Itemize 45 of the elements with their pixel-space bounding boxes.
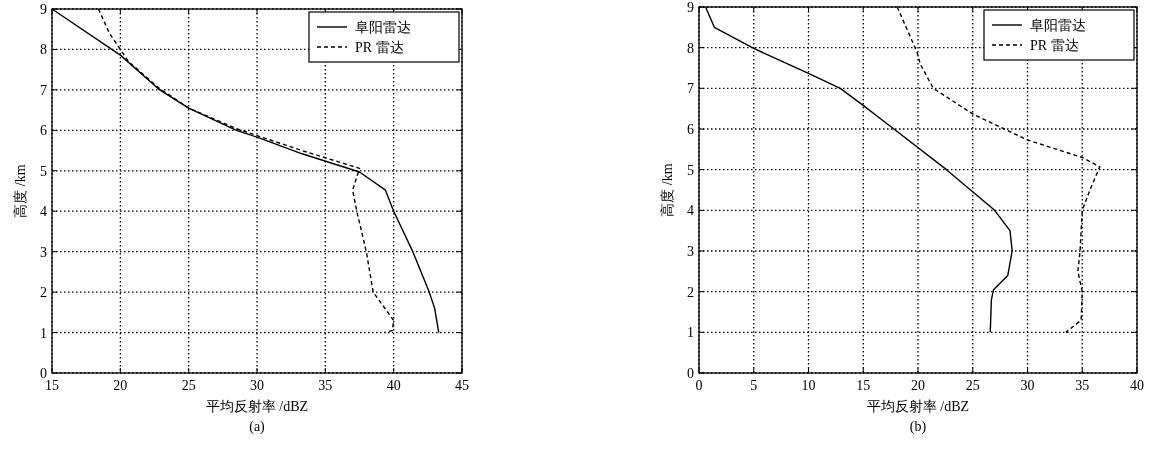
legend-label: 阜阳雷达 — [355, 20, 411, 35]
x-tick-label: 10 — [801, 378, 816, 393]
y-tick-label: 1 — [687, 325, 694, 341]
y-tick-label: 6 — [40, 123, 47, 139]
text: (a) — [249, 419, 266, 435]
x-tick-label: 35 — [318, 378, 333, 393]
y-tick-label: 3 — [40, 244, 47, 260]
y-tick-label: 5 — [40, 163, 47, 179]
x-axis-title: 平均反射率 /dBZ — [205, 399, 309, 414]
y-tick-label: 6 — [687, 122, 694, 137]
y-tick-label: 2 — [687, 284, 694, 300]
x-tick-label: 5 — [750, 378, 758, 393]
x-tick-label: 30 — [250, 378, 264, 393]
x-tick-label: 20 — [911, 378, 925, 393]
y-tick-label: 5 — [687, 162, 694, 178]
y-tick-label: 0 — [40, 366, 47, 381]
y-axis-title: 高度 /km — [13, 164, 28, 218]
x-tick-label: 25 — [965, 378, 980, 393]
legend-label: PR 雷达 — [355, 40, 404, 55]
legend-label: 阜阳雷达 — [1030, 18, 1086, 33]
x-tick-label: 20 — [113, 378, 128, 393]
y-tick-label: 8 — [40, 42, 47, 58]
x-tick-label: 40 — [386, 378, 401, 393]
y-tick-label: 8 — [687, 40, 694, 56]
text: (b) — [909, 419, 927, 435]
x-tick-label: 40 — [1130, 378, 1144, 393]
x-tick-label: 35 — [1075, 378, 1090, 393]
legend-label: PR 雷达 — [1030, 38, 1079, 53]
x-tick-label: 15 — [45, 378, 59, 393]
y-tick-label: 4 — [40, 204, 47, 220]
y-tick-label: 9 — [40, 2, 47, 17]
y-tick-label: 4 — [687, 203, 694, 219]
x-tick-label: 45 — [455, 378, 469, 393]
y-axis-title: 高度 /km — [660, 163, 675, 217]
y-tick-label: 7 — [40, 82, 47, 98]
y-tick-label: 7 — [687, 81, 694, 97]
y-tick-label: 3 — [687, 244, 694, 259]
x-axis-title: 平均反射率 /dBZ — [866, 399, 970, 414]
y-tick-label: 1 — [40, 325, 47, 341]
y-tick-label: 0 — [687, 366, 694, 381]
x-tick-label: 15 — [856, 378, 871, 393]
y-tick-label: 2 — [40, 285, 47, 301]
x-tick-label: 30 — [1020, 378, 1035, 393]
y-tick-label: 9 — [687, 0, 694, 15]
x-tick-label: 25 — [181, 378, 196, 393]
